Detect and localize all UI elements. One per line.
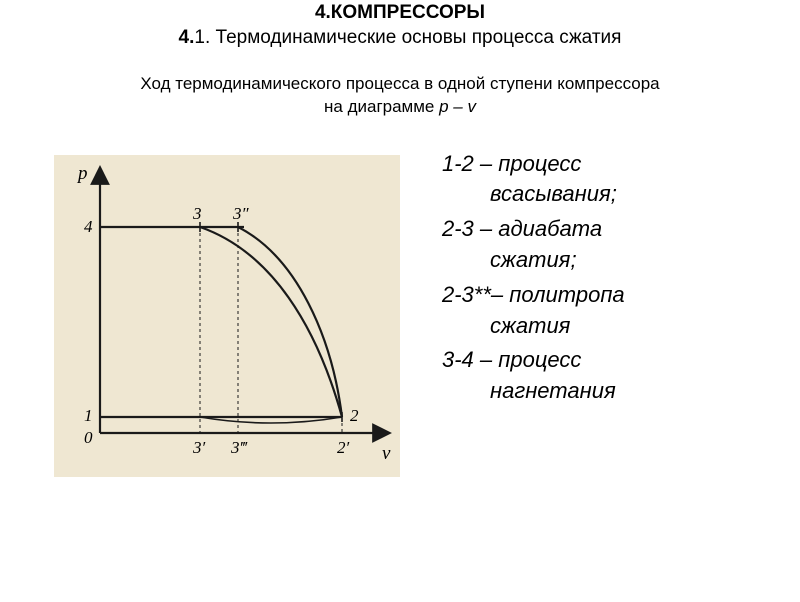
svg-text:0: 0 [84,428,93,447]
svg-text:v: v [382,443,391,464]
svg-text:2′: 2′ [337,438,350,457]
caption-line1: Ход термодинамического процесса в одной … [0,73,800,96]
svg-text:3: 3 [192,204,202,223]
svg-text:1: 1 [84,406,93,425]
heading-main: 4.КОМПРЕССОРЫ [0,2,800,24]
content-row: p v 0 1 2 3 4 2′ 3″ 3′ 3‴ 1-2 – процесс всасывания… [0,137,800,492]
pv-diagram: p v 0 1 2 3 4 2′ 3″ 3′ 3‴ [42,137,412,492]
caption-line2: на диаграмме p – v [0,96,800,119]
legend-item-2-b: сжатия; [442,245,625,276]
legend-item-3-a: 2-3**– политропа [442,280,625,311]
svg-text:2: 2 [350,406,359,425]
legend-item-4-a: 3-4 – процесс [442,345,625,376]
legend: 1-2 – процесс всасывания; 2-3 – адиабата… [442,149,625,411]
caption-line2-prefix: на диаграмме [324,97,439,116]
svg-text:4: 4 [84,217,93,236]
legend-item-4-b: нагнетания [442,376,625,407]
caption: Ход термодинамического процесса в одной … [0,73,800,119]
legend-item-1-b: всасывания; [442,179,625,210]
legend-item-1: 1-2 – процесс всасывания; [442,149,625,211]
caption-line2-ital: p – v [439,97,476,116]
legend-item-1-a: 1-2 – процесс [442,149,625,180]
svg-text:3‴: 3‴ [230,438,248,457]
svg-text:3′: 3′ [192,438,206,457]
legend-item-2-a: 2-3 – адиабата [442,214,625,245]
heading-sub: 4.1. Термодинамические основы процесса с… [0,26,800,51]
heading-sub-rest: 1. Термодинамические основы процесса сжа… [194,27,621,48]
heading-sub-prefix: 4. [179,27,195,48]
legend-item-3-b: сжатия [442,311,625,342]
legend-item-4: 3-4 – процесс нагнетания [442,345,625,407]
legend-item-3: 2-3**– политропа сжатия [442,280,625,342]
legend-item-2: 2-3 – адиабата сжатия; [442,214,625,276]
svg-text:p: p [76,163,88,184]
svg-text:3″: 3″ [232,204,250,223]
